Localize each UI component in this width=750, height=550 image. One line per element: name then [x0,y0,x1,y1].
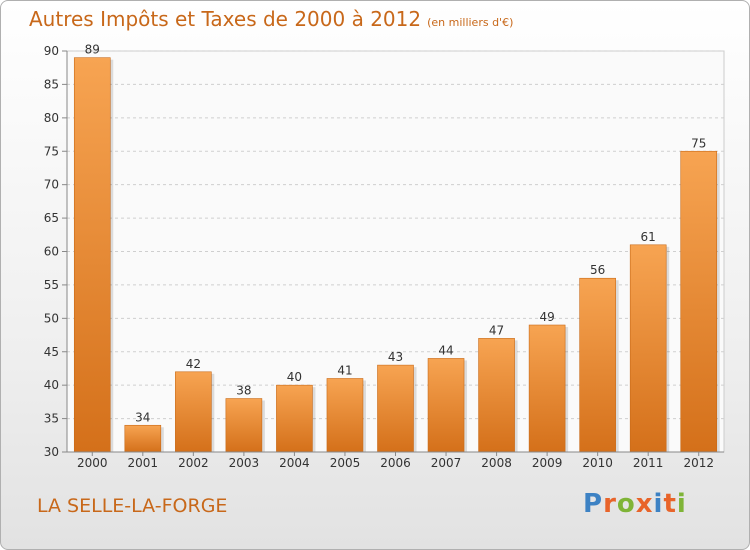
y-tick-label: 90 [44,44,59,58]
bar-2002 [175,371,212,453]
y-tick-label: 75 [44,144,59,158]
title-text: Autres Impôts et Taxes de 2000 à 2012 [29,7,422,31]
x-tick-label: 2000 [77,456,108,470]
y-tick-label: 65 [44,211,59,225]
data-label: 75 [691,136,706,150]
bars [73,57,720,453]
proxiti-logo: Proxiti [583,489,687,519]
data-label: 47 [489,323,504,337]
bar-2001 [124,424,162,453]
logo-letter: r [603,489,617,519]
x-tick-label: 2009 [532,456,563,470]
bar-2006 [377,364,414,453]
bar-2010 [579,277,616,453]
chart-title: Autres Impôts et Taxes de 2000 à 2012 (en… [29,7,513,31]
logo-letter: P [583,489,604,519]
bar-2011 [629,244,667,453]
x-tick-label: 2002 [178,456,209,470]
x-tick-label: 2006 [380,456,411,470]
data-label: 89 [85,43,100,57]
logo-letter: o [616,489,636,519]
data-label: 43 [388,350,403,364]
y-tick-label: 40 [44,378,59,392]
logo-letter: i [676,489,687,519]
bar-2000 [73,57,111,453]
bar-2005 [326,378,364,453]
data-label: 56 [590,263,605,277]
data-label: 61 [641,230,656,244]
x-tick-label: 2010 [582,456,613,470]
x-tick-label: 2007 [431,456,462,470]
bar-2008 [478,338,515,453]
logo-letter: t [663,489,677,519]
y-tick-label: 30 [44,445,59,459]
data-label: 34 [135,410,150,424]
data-label: 49 [539,310,554,324]
bar-2004 [276,384,313,453]
logo-letter: i [653,489,664,519]
x-tick-label: 2012 [683,456,714,470]
x-axis: 2000 2001 2002 2003 2004 2005 2006 2007 2008 2009… [67,451,724,470]
x-tick-label: 2011 [633,456,664,470]
y-axis: 30 35 40 45 50 55 60 65 70 75 80 85 90 [44,44,68,459]
bar-2012 [680,150,718,453]
y-tick-label: 80 [44,111,59,125]
data-label: 38 [236,384,251,398]
y-tick-label: 45 [44,345,59,359]
data-label: 44 [438,343,453,357]
bar-2007 [427,358,465,453]
data-label: 40 [287,370,302,384]
y-tick-label: 60 [44,245,59,259]
data-label: 42 [186,357,201,371]
bar-2003 [225,398,263,453]
y-tick-label: 85 [44,77,59,91]
x-tick-label: 2004 [279,456,310,470]
x-tick-label: 2001 [128,456,159,470]
logo-letter: x [635,489,654,519]
x-tick-label: 2008 [481,456,512,470]
chart-subtitle: (en milliers d'€) [427,16,514,29]
bar-2009 [528,324,566,453]
y-tick-label: 55 [44,278,59,292]
y-tick-label: 50 [44,311,59,325]
x-tick-label: 2005 [330,456,361,470]
x-tick-label: 2003 [229,456,260,470]
y-tick-label: 35 [44,412,59,426]
y-tick-label: 70 [44,178,59,192]
location-label: LA SELLE-LA-FORGE [37,495,228,517]
data-labels: 89 34 42 38 40 41 43 44 47 49 56 61 75 [85,43,707,425]
data-label: 41 [337,363,352,377]
